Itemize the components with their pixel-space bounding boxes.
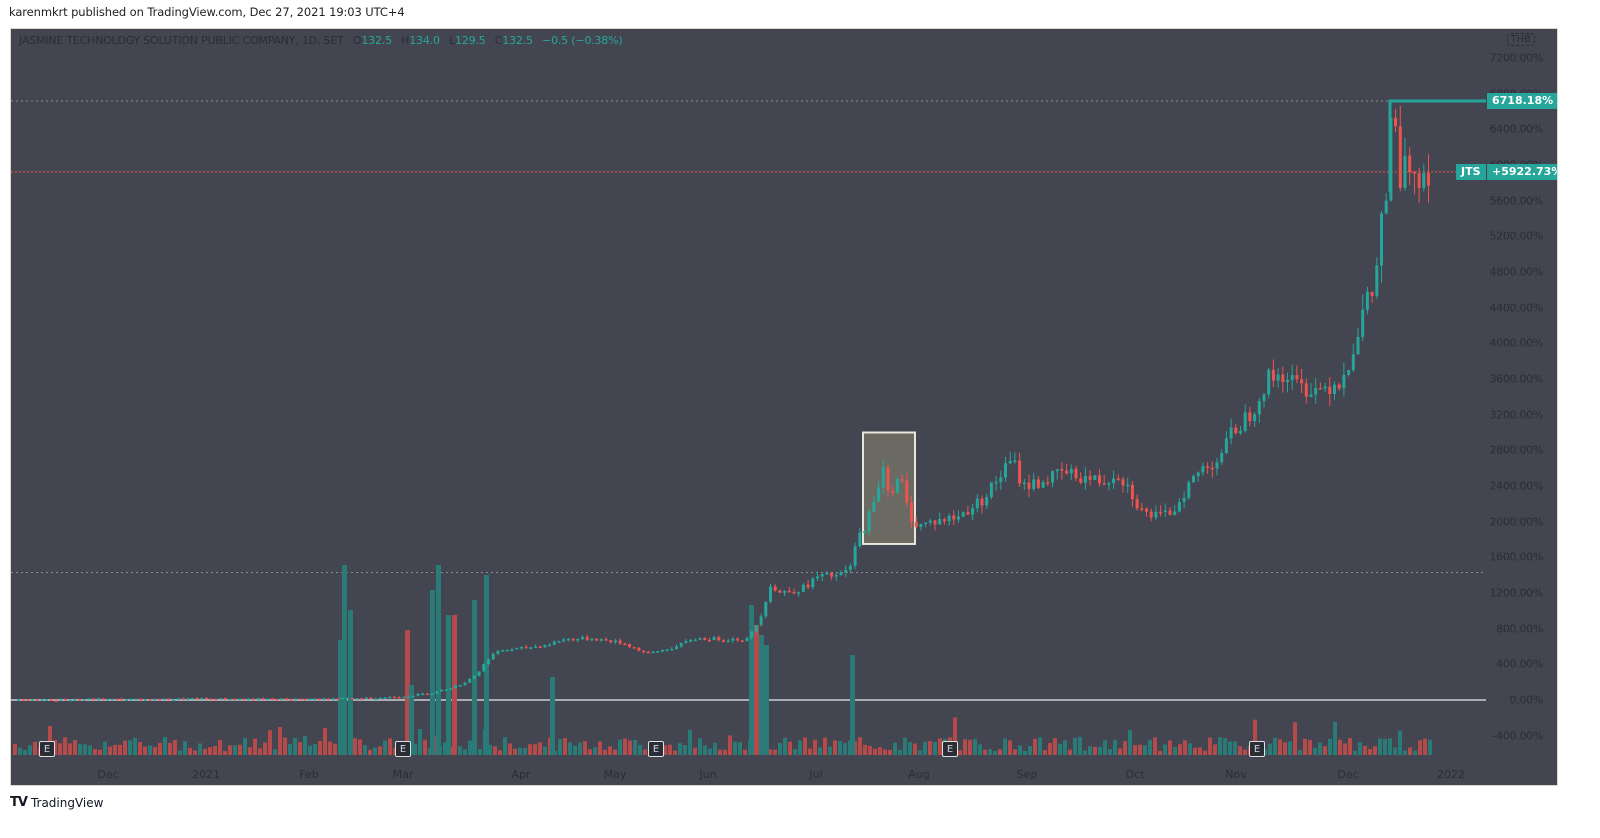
price-scale-label: 1600.00% <box>1489 550 1543 564</box>
open-label: O <box>352 34 362 47</box>
time-axis-label: May <box>603 768 627 781</box>
price-scale-label: 4000.00% <box>1489 336 1543 350</box>
tradingview-brand: TradingView <box>30 795 104 810</box>
earnings-e-icon[interactable]: E <box>1249 741 1265 757</box>
all-time-high-tag: 6718.18% <box>1487 93 1557 109</box>
symbol-name: JASMINE TECHNOLOGY SOLUTION PUBLIC COMPA… <box>19 34 344 47</box>
time-axis-label: 2021 <box>192 768 220 781</box>
earnings-e-icon[interactable]: E <box>395 741 411 757</box>
change-value: −0.5 (−0.38%) <box>542 34 623 47</box>
time-axis-label: Jul <box>809 768 823 781</box>
tradingview-footer[interactable]: TV TradingView <box>10 795 103 810</box>
price-scale-label: 800.00% <box>1496 622 1543 636</box>
currency-badge[interactable]: THB <box>1506 33 1535 46</box>
price-scale-label: 2400.00% <box>1489 479 1543 493</box>
time-axis-label: Nov <box>1225 768 1247 781</box>
time-axis-label: Feb <box>299 768 319 781</box>
earnings-e-icon[interactable]: E <box>648 741 664 757</box>
high-label: H <box>401 34 410 47</box>
chart-panel[interactable]: JASMINE TECHNOLOGY SOLUTION PUBLIC COMPA… <box>10 28 1558 786</box>
time-axis-label: Dec <box>97 768 119 781</box>
time-axis-label: Mar <box>392 768 414 781</box>
price-scale-label: 6400.00% <box>1489 122 1543 136</box>
time-axis-label: Dec <box>1337 768 1359 781</box>
publish-info: karenmkrt published on TradingView.com, … <box>9 5 405 19</box>
last-price-tag: +5922.73% <box>1487 164 1557 180</box>
price-chart-canvas[interactable] <box>11 29 1558 786</box>
low-value: 129.5 <box>454 34 486 47</box>
close-label: C <box>494 34 503 47</box>
time-axis-label: Sep <box>1016 768 1038 781</box>
price-scale-label: 2800.00% <box>1489 443 1543 457</box>
high-value: 134.0 <box>409 34 440 47</box>
time-axis-label: Jun <box>699 768 717 781</box>
price-scale-label: 4800.00% <box>1489 265 1543 279</box>
close-value: 132.5 <box>502 34 533 47</box>
price-scale-label: 3600.00% <box>1489 372 1543 386</box>
price-scale-label: 4400.00% <box>1489 301 1543 315</box>
symbol-legend: JASMINE TECHNOLOGY SOLUTION PUBLIC COMPA… <box>19 34 628 47</box>
time-axis-label: Apr <box>511 768 531 781</box>
time-axis-label: Aug <box>908 768 930 781</box>
earnings-e-icon[interactable]: E <box>39 741 55 757</box>
price-scale-label: 5600.00% <box>1489 194 1543 208</box>
price-scale-label: 400.00% <box>1496 657 1543 671</box>
low-label: L <box>449 34 455 47</box>
price-scale-label: 7200.00% <box>1489 51 1543 65</box>
ticker-tag: JTS <box>1456 164 1486 180</box>
earnings-e-icon[interactable]: E <box>942 741 958 757</box>
price-scale-label: 1200.00% <box>1489 586 1543 600</box>
open-value: 132.5 <box>361 34 392 47</box>
price-scale-label: 0.00% <box>1509 693 1544 707</box>
price-scale-label: -400.00% <box>1492 729 1543 743</box>
price-scale-label: 3200.00% <box>1489 408 1543 422</box>
price-scale-label: 5200.00% <box>1489 229 1543 243</box>
price-scale-label: 2000.00% <box>1489 515 1543 529</box>
time-axis-label: Oct <box>1125 768 1145 781</box>
tradingview-logo-icon: TV <box>10 795 28 810</box>
time-axis-label: 2022 <box>1437 768 1465 781</box>
